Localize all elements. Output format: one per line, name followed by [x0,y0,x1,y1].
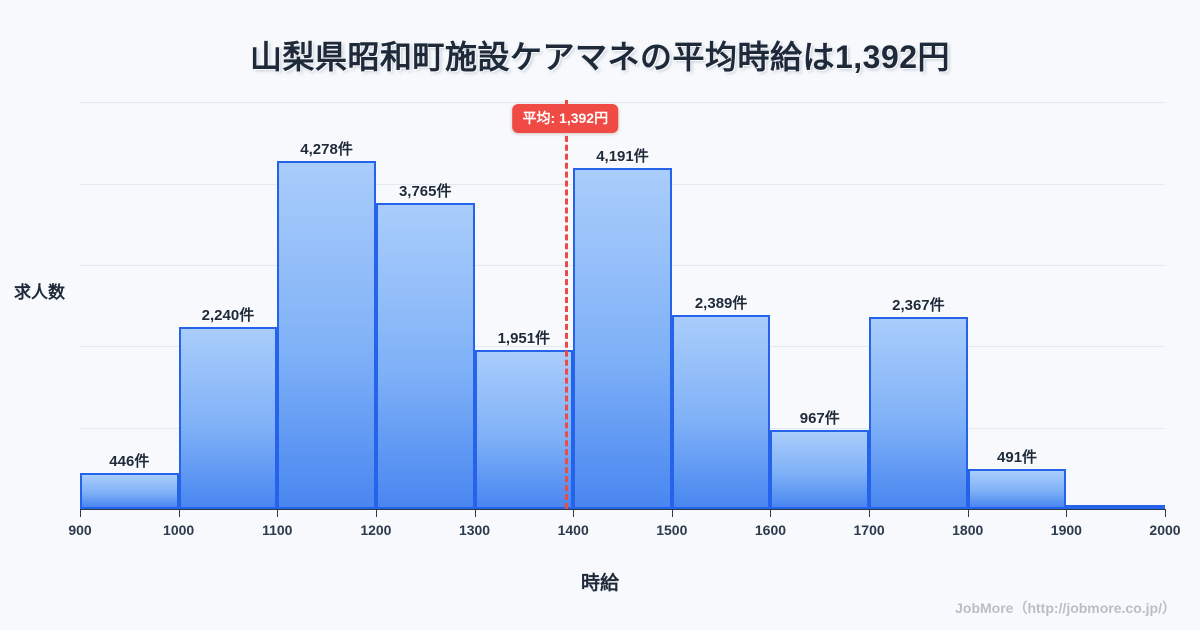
x-tick-mark [277,509,279,517]
bar-value-label: 2,240件 [201,306,255,324]
bar[interactable] [770,430,870,509]
x-tick-mark [375,509,377,517]
x-tick-label: 900 [68,522,92,538]
bar-value-label: 2,389件 [694,294,748,312]
chart-title: 山梨県昭和町施設ケアマネの平均時給は1,392円 [249,39,951,75]
bar[interactable] [869,316,968,509]
x-tick-mark [770,509,772,517]
x-tick-mark [869,509,871,517]
bar[interactable] [573,168,672,509]
x-tick-label: 1100 [262,522,293,538]
x-tick-mark [1066,509,1068,517]
x-tick-mark [80,509,81,517]
x-axis-title: 時給 [580,573,619,594]
x-tick-label: 1900 [1050,522,1082,538]
bar-value-label: 1,951件 [497,330,551,348]
x-tick-label: 2000 [1149,522,1181,538]
plot-area [80,100,1165,509]
bar[interactable] [178,326,278,509]
bar-value-label: 2,367件 [892,296,945,314]
x-axis-line [80,509,1165,510]
x-tick-mark [474,509,476,517]
x-tick-label: 1700 [853,522,885,538]
x-tick-label: 1600 [754,522,787,538]
x-tick-mark [178,509,180,517]
bar-value-label: 3,765件 [398,182,452,200]
bar[interactable] [967,469,1067,509]
x-tick-label: 1800 [952,522,984,538]
gridline [80,102,1165,104]
bar[interactable] [375,202,475,509]
bar[interactable] [474,350,574,509]
x-tick-mark [1165,509,1166,517]
x-tick-label: 1500 [656,522,688,538]
average-line [565,100,569,509]
bar-value-label: 4,278件 [300,141,353,159]
footer-credit: JobMore（http://jobmore.co.jp/） [955,600,1176,616]
bar[interactable] [671,314,771,509]
bar-value-label: 4,191件 [596,148,649,166]
average-badge: 平均: 1,392円 [512,104,619,133]
bar[interactable] [80,472,179,509]
bar-value-label: 967件 [799,410,840,428]
y-axis-title: 求人数 [14,283,65,302]
x-tick-label: 1300 [458,522,491,538]
bar[interactable] [277,161,376,509]
x-tick-mark [671,509,673,517]
x-tick-mark [573,509,575,517]
x-tick-label: 1000 [163,522,195,538]
bar-value-label: 491件 [997,449,1038,467]
x-tick-mark [967,509,969,517]
bar[interactable] [1066,505,1165,509]
x-tick-label: 1200 [360,522,392,538]
x-tick-label: 1400 [557,522,589,538]
bar-value-label: 446件 [109,452,150,470]
